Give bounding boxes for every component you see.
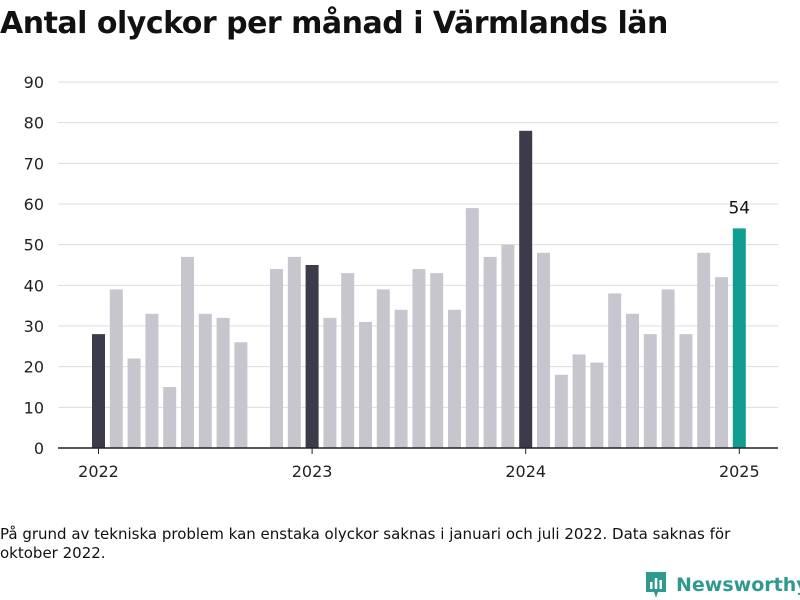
bar-2023-08	[430, 273, 444, 448]
newsworthy-logo-icon	[646, 572, 666, 598]
data-labels: 54	[728, 198, 750, 218]
bar-2024-09	[661, 289, 675, 448]
y-tick-label: 90	[24, 73, 44, 92]
y-tick-label: 50	[24, 236, 44, 255]
bar-2023-11	[483, 256, 497, 448]
bar-2024-07	[626, 313, 639, 448]
bar-2022-03	[127, 358, 141, 448]
bar-2022-08	[216, 317, 230, 448]
y-tick-label: 10	[24, 398, 44, 417]
x-tick-label: 2025	[719, 462, 760, 481]
y-tick-label: 80	[24, 114, 44, 133]
y-tick-label: 20	[24, 358, 44, 377]
grid-lines	[58, 81, 778, 408]
y-tick-label: 40	[24, 276, 44, 295]
bar-2023-02	[323, 317, 337, 448]
x-axis: 2022 2023 2024 2025	[58, 447, 778, 481]
y-tick-label: 60	[24, 195, 44, 214]
bar-2022-02	[109, 289, 123, 448]
newsworthy-brand[interactable]: Newsworthy	[644, 570, 800, 600]
bar-2023-03	[341, 273, 355, 448]
y-axis-ticks: 0 10 20 30 40 50 60 70 80 90	[24, 73, 44, 458]
y-tick-label: 30	[24, 317, 44, 336]
bar-2024-01	[519, 130, 533, 449]
bar-2023-09	[448, 309, 461, 448]
brand-name: Newsworthy	[676, 574, 800, 596]
bar-2024-04	[572, 354, 586, 448]
bar-2023-07	[412, 269, 426, 448]
bar-2023-10	[465, 208, 479, 448]
bar-2022-09	[234, 342, 248, 448]
bar-2022-07	[198, 313, 212, 448]
bar-2023-05	[376, 289, 390, 448]
bar-2024-02	[537, 252, 550, 448]
bar-2023-04	[359, 321, 372, 448]
bar-2024-05	[590, 362, 604, 448]
y-tick-label: 0	[34, 439, 44, 458]
bar-2022-05	[163, 387, 177, 448]
chart-title: Antal olyckor per månad i Värmlands län	[0, 6, 668, 41]
bar-2022-11	[270, 269, 283, 448]
bar-2022-01	[92, 334, 105, 448]
bars	[92, 130, 746, 449]
x-tick-label: 2023	[292, 462, 333, 481]
y-tick-label: 70	[24, 154, 44, 173]
x-tick-label: 2022	[78, 462, 119, 481]
bar-2022-12	[287, 256, 301, 448]
bar-2024-08	[643, 334, 657, 448]
bar-2024-06	[608, 293, 622, 448]
bar-2023-01	[305, 265, 319, 448]
bar-2024-10	[679, 334, 693, 448]
bar-2023-06	[394, 309, 408, 448]
footnote: På grund av tekniska problem kan enstaka…	[0, 525, 731, 562]
bar-2024-11	[697, 252, 711, 448]
bar-2025-01	[732, 228, 746, 448]
bar-2022-04	[145, 313, 159, 448]
bar-2024-12	[715, 277, 728, 448]
bar-value-label: 54	[728, 198, 750, 218]
x-tick-label: 2024	[505, 462, 546, 481]
bar-2024-03	[554, 374, 568, 448]
bar-2023-12	[501, 244, 515, 448]
bar-chart: 0 10 20 30 40 50 60 70 80 90 2022 2023 2024 2025 54	[24, 73, 778, 481]
bar-2022-06	[181, 256, 194, 448]
